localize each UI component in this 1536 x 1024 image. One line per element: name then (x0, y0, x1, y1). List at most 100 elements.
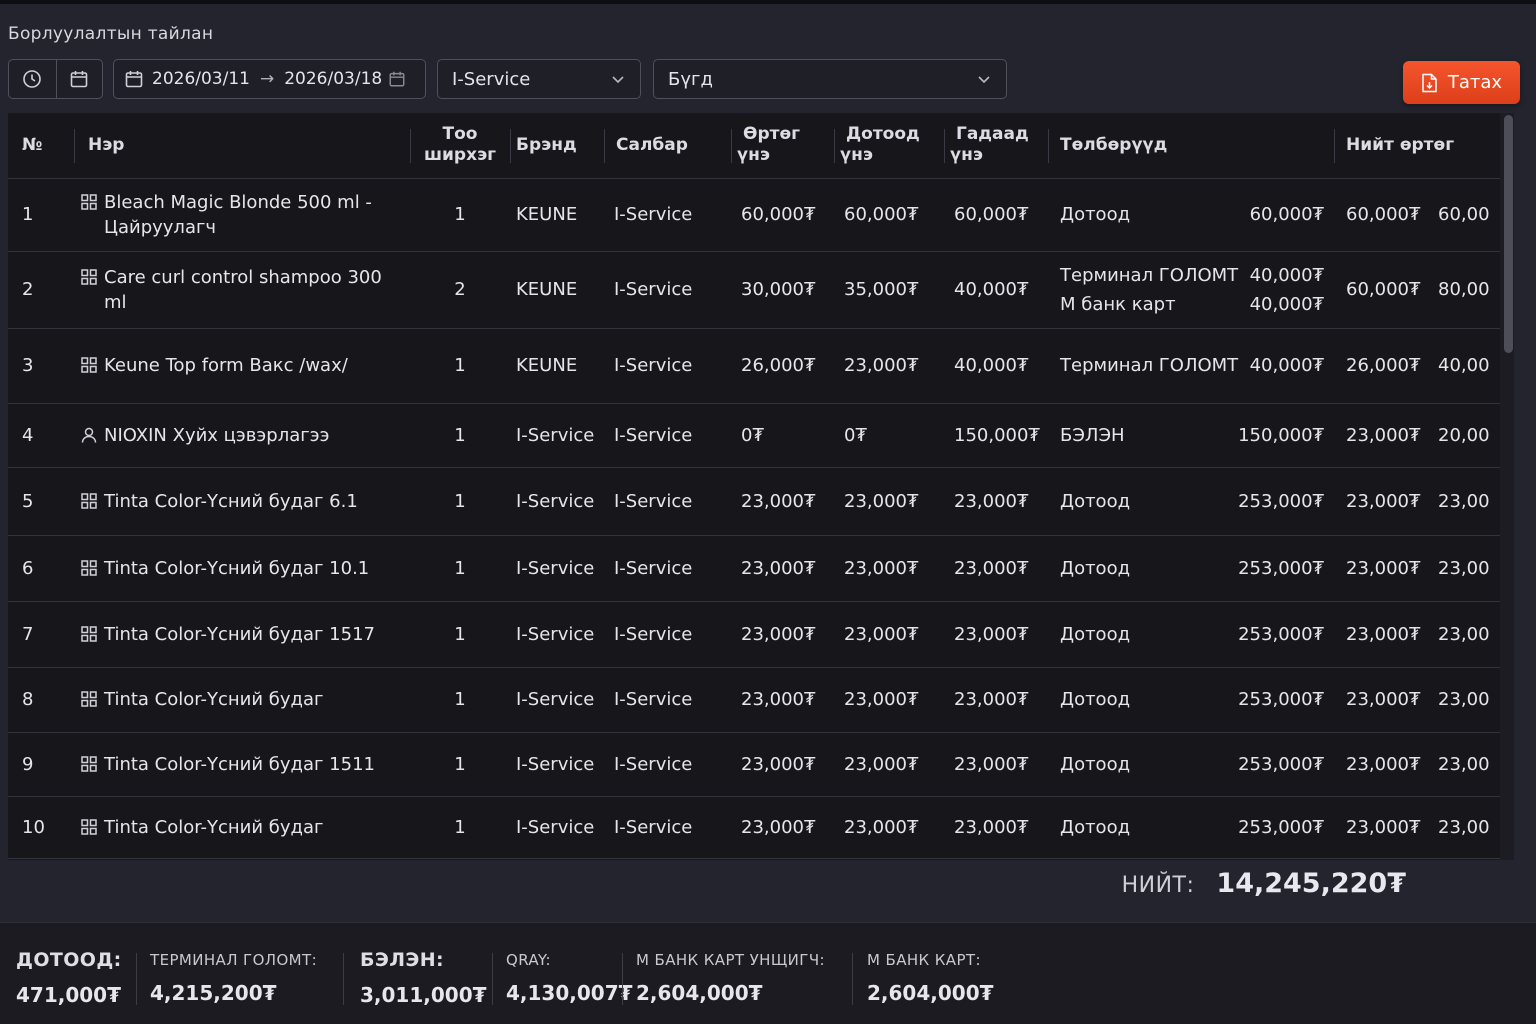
branch-select[interactable]: I-Service (437, 59, 641, 99)
summary-divider (852, 953, 853, 1005)
cell-brand: KEUNE (510, 251, 604, 329)
cell-brand: I-Service (510, 601, 604, 668)
cell-payments: Дотоод 253,000₮ (1048, 601, 1334, 668)
cell-qty: 1 (410, 467, 510, 536)
cell-branch: I-Service (604, 467, 731, 536)
cell-cost: 60,000₮ (731, 178, 834, 252)
export-button[interactable]: Татах (1403, 61, 1520, 104)
table-scrollbar-thumb[interactable] (1504, 115, 1513, 353)
table-row[interactable]: 2 Care curl control shampoo 300 ml 2 KEUNE I… (8, 251, 1502, 329)
cell-name[interactable]: Care curl control shampoo 300 ml (74, 251, 410, 329)
summary-item: БЭЛЭН: 3,011,000₮ (360, 949, 487, 1007)
summary-value: 2,604,000₮ (867, 981, 994, 1005)
cell-name[interactable]: Tinta Color-Үсний будаг 6.1 (74, 467, 410, 536)
col-header-branch[interactable]: Салбар (604, 113, 731, 179)
date-to[interactable]: 2026/03/18 (284, 69, 383, 89)
payment-method: БЭЛЭН (1060, 424, 1125, 446)
grid-icon (81, 818, 97, 835)
grid-icon (81, 193, 97, 210)
col-header-name[interactable]: Нэр (74, 113, 410, 179)
history-button[interactable] (9, 60, 56, 98)
payment-method: Дотоод (1060, 490, 1131, 512)
grid-icon (81, 492, 97, 509)
cell-cost: 23,000₮ (731, 467, 834, 536)
table-row[interactable]: 8 Tinta Color-Үсний будаг 1 I-Service I-Serv… (8, 667, 1502, 733)
cell-internal: 23,000₮ (834, 796, 944, 859)
cell-branch: I-Service (604, 251, 731, 329)
cell-total-cost: 60,000₮ (1334, 178, 1430, 252)
col-header-payments[interactable]: Төлбөрүүд (1048, 113, 1334, 179)
cell-cost: 0₮ (731, 403, 834, 468)
calendar-icon (389, 71, 405, 87)
col-header-total-cost-label: Нийт өртөг (1346, 134, 1455, 155)
col-header-external[interactable]: Гадаад үнэ (944, 113, 1048, 179)
col-header-brand[interactable]: Брэнд (510, 113, 604, 179)
cell-no: 2 (8, 251, 74, 329)
table-row[interactable]: 7 Tinta Color-Үсний будаг 1517 1 I-Service I… (8, 601, 1502, 668)
payment-amount: 150,000₮ (1238, 424, 1324, 446)
payment-line: БЭЛЭН 150,000₮ (1060, 421, 1324, 450)
payment-method: Дотоод (1060, 204, 1131, 225)
payment-line: Дотоод 253,000₮ (1060, 750, 1324, 779)
cell-name[interactable]: Bleach Magic Blonde 500 ml - Цайруулагч (74, 178, 410, 252)
summary-value: 2,604,000₮ (636, 981, 763, 1005)
cell-branch: I-Service (604, 328, 731, 404)
col-header-internal[interactable]: Дотоод үнэ (834, 113, 944, 179)
table-row[interactable]: 1 Bleach Magic Blonde 500 ml - Цайруулагч… (8, 178, 1502, 252)
table-header-row: № Нэр Тоо ширхэг Брэнд Салбар Өртөг үнэ … (8, 113, 1502, 179)
cell-total-cost: 23,000₮ (1334, 601, 1430, 668)
col-header-branch-label: Салбар (616, 134, 688, 155)
cell-external: 23,000₮ (944, 467, 1048, 536)
cell-name[interactable]: Tinta Color-Үсний будаг (74, 796, 410, 859)
payment-method: Терминал ГОЛОМТ (1060, 264, 1239, 286)
calendar-button[interactable] (55, 60, 103, 98)
cell-total-cost: 23,000₮ (1334, 732, 1430, 797)
col-header-qty[interactable]: Тоо ширхэг (410, 113, 510, 179)
table-row[interactable]: 5 Tinta Color-Үсний будаг 6.1 1 I-Service I-… (8, 467, 1502, 536)
product-name: Tinta Color-Үсний будаг 1517 (104, 623, 375, 645)
payment-method: Дотоод (1060, 816, 1131, 838)
table-row[interactable]: 4 NIOXIN Хуйх цэвэрлагээ 1 I-Service I-Servi… (8, 403, 1502, 468)
payment-line: Дотоод 253,000₮ (1060, 554, 1324, 583)
grid-icon (81, 755, 97, 772)
cell-branch: I-Service (604, 796, 731, 859)
cell-brand: I-Service (510, 732, 604, 797)
filter-select[interactable]: Бүгд (653, 59, 1007, 99)
table-row[interactable]: 10 Tinta Color-Үсний будаг 1 I-Service I-Ser… (8, 796, 1502, 859)
cell-payments: Дотоод 253,000₮ (1048, 535, 1334, 602)
cell-branch: I-Service (604, 601, 731, 668)
cell-name[interactable]: Tinta Color-Үсний будаг 1511 (74, 732, 410, 797)
page-title: Борлуулалтын тайлан (8, 24, 214, 44)
summary-divider (492, 953, 493, 1005)
table-row[interactable]: 9 Tinta Color-Үсний будаг 1511 1 I-Service I… (8, 732, 1502, 797)
cell-overflow: 20,00 (1430, 403, 1502, 468)
payment-amount: 253,000₮ (1238, 623, 1324, 645)
payment-amount: 253,000₮ (1238, 557, 1324, 579)
cell-internal: 60,000₮ (834, 178, 944, 252)
cell-name[interactable]: Tinta Color-Үсний будаг (74, 667, 410, 733)
table-row[interactable]: 6 Tinta Color-Үсний будаг 10.1 1 I-Service I… (8, 535, 1502, 602)
cell-payments: Терминал ГОЛОМТ 40,000₮ (1048, 328, 1334, 404)
cell-qty: 1 (410, 667, 510, 733)
payment-method: Дотоод (1060, 623, 1131, 645)
cell-name[interactable]: Tinta Color-Үсний будаг 1517 (74, 601, 410, 668)
payment-line: Дотоод 60,000₮ (1060, 200, 1324, 229)
date-from[interactable]: 2026/03/11 (152, 69, 250, 89)
product-name: Bleach Magic Blonde 500 ml - Цайруулагч (104, 191, 372, 238)
cell-overflow: 40,00 (1430, 328, 1502, 404)
summary-label: БЭЛЭН: (360, 949, 445, 971)
col-header-no[interactable]: № (8, 113, 74, 179)
date-range-picker[interactable]: 2026/03/11 → 2026/03/18 (113, 59, 426, 99)
payment-method: Дотоод (1060, 689, 1131, 710)
cell-internal: 23,000₮ (834, 535, 944, 602)
cell-no: 5 (8, 467, 74, 536)
col-header-cost[interactable]: Өртөг үнэ (731, 113, 834, 179)
cell-name[interactable]: Tinta Color-Үсний будаг 10.1 (74, 535, 410, 602)
cell-name[interactable]: NIOXIN Хуйх цэвэрлагээ (74, 403, 410, 468)
col-header-total-cost[interactable]: Нийт өртөг (1334, 113, 1502, 179)
summary-item: QRAY: 4,130,007₮ (506, 951, 633, 1005)
cell-external: 23,000₮ (944, 732, 1048, 797)
payment-amount: 40,000₮ (1249, 264, 1324, 286)
cell-name[interactable]: Keune Top form Вакс /wax/ (74, 328, 410, 404)
table-row[interactable]: 3 Keune Top form Вакс /wax/1 KEUNE I-Servic… (8, 328, 1502, 404)
